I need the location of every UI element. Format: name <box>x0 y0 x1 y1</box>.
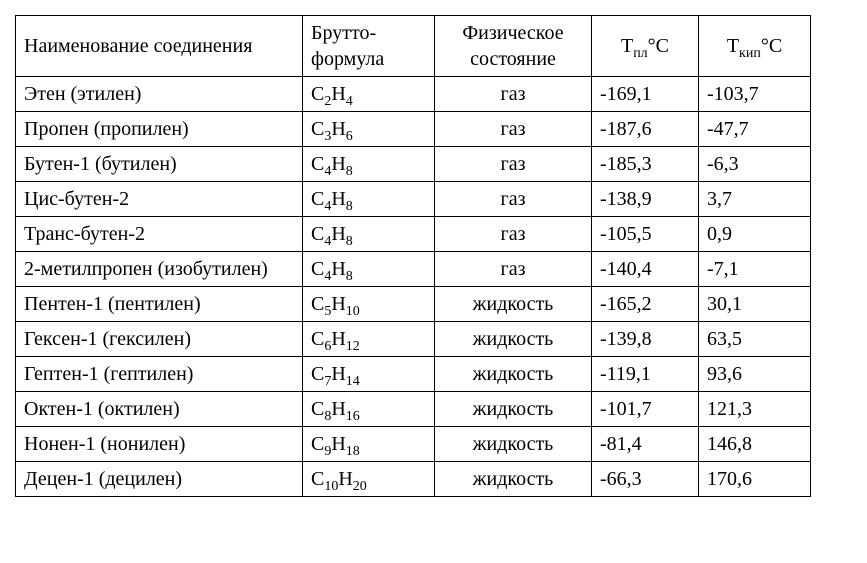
cell-name: Октен-1 (октилен) <box>16 392 303 427</box>
table-row: Пентен-1 (пентилен)C5H10жидкость-165,230… <box>16 287 811 322</box>
cell-name: Транс-бутен-2 <box>16 217 303 252</box>
cell-tpl: -140,4 <box>592 252 699 287</box>
col-header-tpl: Tпл°C <box>592 16 699 77</box>
table-row: Гептен-1 (гептилен)C7H14жидкость-119,193… <box>16 357 811 392</box>
cell-state: жидкость <box>435 322 592 357</box>
table-body: Этен (этилен)C2H4газ-169,1-103,7Пропен (… <box>16 77 811 497</box>
header-state-text: Физическое состояние <box>462 22 563 70</box>
cell-tpl: -187,6 <box>592 112 699 147</box>
table-row: Октен-1 (октилен)C8H16жидкость-101,7121,… <box>16 392 811 427</box>
cell-state: жидкость <box>435 427 592 462</box>
cell-tkip: 170,6 <box>699 462 811 497</box>
cell-formula: C4H8 <box>303 147 435 182</box>
cell-tkip: 30,1 <box>699 287 811 322</box>
table-row: Нонен-1 (нонилен)C9H18жидкость-81,4146,8 <box>16 427 811 462</box>
cell-formula: C4H8 <box>303 217 435 252</box>
cell-formula: C7H14 <box>303 357 435 392</box>
cell-tpl: -66,3 <box>592 462 699 497</box>
table-head: Наименование соединения Брутто-формула Ф… <box>16 16 811 77</box>
cell-tpl: -185,3 <box>592 147 699 182</box>
table-row: Децен-1 (децилен)C10H20жидкость-66,3170,… <box>16 462 811 497</box>
cell-tpl: -101,7 <box>592 392 699 427</box>
cell-state: жидкость <box>435 287 592 322</box>
cell-state: жидкость <box>435 462 592 497</box>
cell-tkip: 121,3 <box>699 392 811 427</box>
header-tkip-text: Tкип°C <box>727 35 782 57</box>
cell-tkip: -103,7 <box>699 77 811 112</box>
cell-state: газ <box>435 112 592 147</box>
table-row: Этен (этилен)C2H4газ-169,1-103,7 <box>16 77 811 112</box>
col-header-formula: Брутто-формула <box>303 16 435 77</box>
cell-name: Нонен-1 (нонилен) <box>16 427 303 462</box>
header-tpl-text: Tпл°C <box>621 35 669 57</box>
cell-state: газ <box>435 147 592 182</box>
cell-formula: C4H8 <box>303 252 435 287</box>
header-name-text: Наименование соединения <box>24 35 252 57</box>
cell-tpl: -169,1 <box>592 77 699 112</box>
cell-tkip: 3,7 <box>699 182 811 217</box>
cell-name: Бутен-1 (бутилен) <box>16 147 303 182</box>
col-header-state: Физическое состояние <box>435 16 592 77</box>
table-row: Гексен-1 (гексилен)C6H12жидкость-139,863… <box>16 322 811 357</box>
cell-name: 2-метилпропен (изобутилен) <box>16 252 303 287</box>
cell-name: Пентен-1 (пентилен) <box>16 287 303 322</box>
cell-name: Гептен-1 (гептилен) <box>16 357 303 392</box>
cell-formula: C8H16 <box>303 392 435 427</box>
cell-tkip: -6,3 <box>699 147 811 182</box>
cell-tpl: -119,1 <box>592 357 699 392</box>
cell-state: газ <box>435 182 592 217</box>
cell-state: жидкость <box>435 357 592 392</box>
cell-tpl: -139,8 <box>592 322 699 357</box>
table-row: Бутен-1 (бутилен)C4H8газ-185,3-6,3 <box>16 147 811 182</box>
table-row: Транс-бутен-2C4H8газ-105,50,9 <box>16 217 811 252</box>
cell-tpl: -105,5 <box>592 217 699 252</box>
cell-formula: C3H6 <box>303 112 435 147</box>
col-header-tkip: Tкип°C <box>699 16 811 77</box>
compounds-table: Наименование соединения Брутто-формула Ф… <box>15 15 811 497</box>
cell-tkip: -7,1 <box>699 252 811 287</box>
cell-tpl: -138,9 <box>592 182 699 217</box>
col-header-name: Наименование соединения <box>16 16 303 77</box>
cell-state: газ <box>435 252 592 287</box>
cell-formula: C5H10 <box>303 287 435 322</box>
cell-name: Гексен-1 (гексилен) <box>16 322 303 357</box>
cell-state: газ <box>435 217 592 252</box>
cell-tkip: 146,8 <box>699 427 811 462</box>
cell-formula: C10H20 <box>303 462 435 497</box>
cell-tpl: -165,2 <box>592 287 699 322</box>
cell-tpl: -81,4 <box>592 427 699 462</box>
cell-formula: C2H4 <box>303 77 435 112</box>
cell-name: Децен-1 (децилен) <box>16 462 303 497</box>
cell-tkip: -47,7 <box>699 112 811 147</box>
table-row: 2-метилпропен (изобутилен)C4H8газ-140,4-… <box>16 252 811 287</box>
table-row: Пропен (пропилен)C3H6газ-187,6-47,7 <box>16 112 811 147</box>
cell-tkip: 0,9 <box>699 217 811 252</box>
header-formula-text: Брутто-формула <box>311 22 384 70</box>
cell-formula: C6H12 <box>303 322 435 357</box>
cell-tkip: 63,5 <box>699 322 811 357</box>
cell-formula: C4H8 <box>303 182 435 217</box>
cell-formula: C9H18 <box>303 427 435 462</box>
cell-name: Этен (этилен) <box>16 77 303 112</box>
cell-state: жидкость <box>435 392 592 427</box>
cell-name: Цис-бутен-2 <box>16 182 303 217</box>
cell-name: Пропен (пропилен) <box>16 112 303 147</box>
table-row: Цис-бутен-2C4H8газ-138,93,7 <box>16 182 811 217</box>
cell-tkip: 93,6 <box>699 357 811 392</box>
cell-state: газ <box>435 77 592 112</box>
